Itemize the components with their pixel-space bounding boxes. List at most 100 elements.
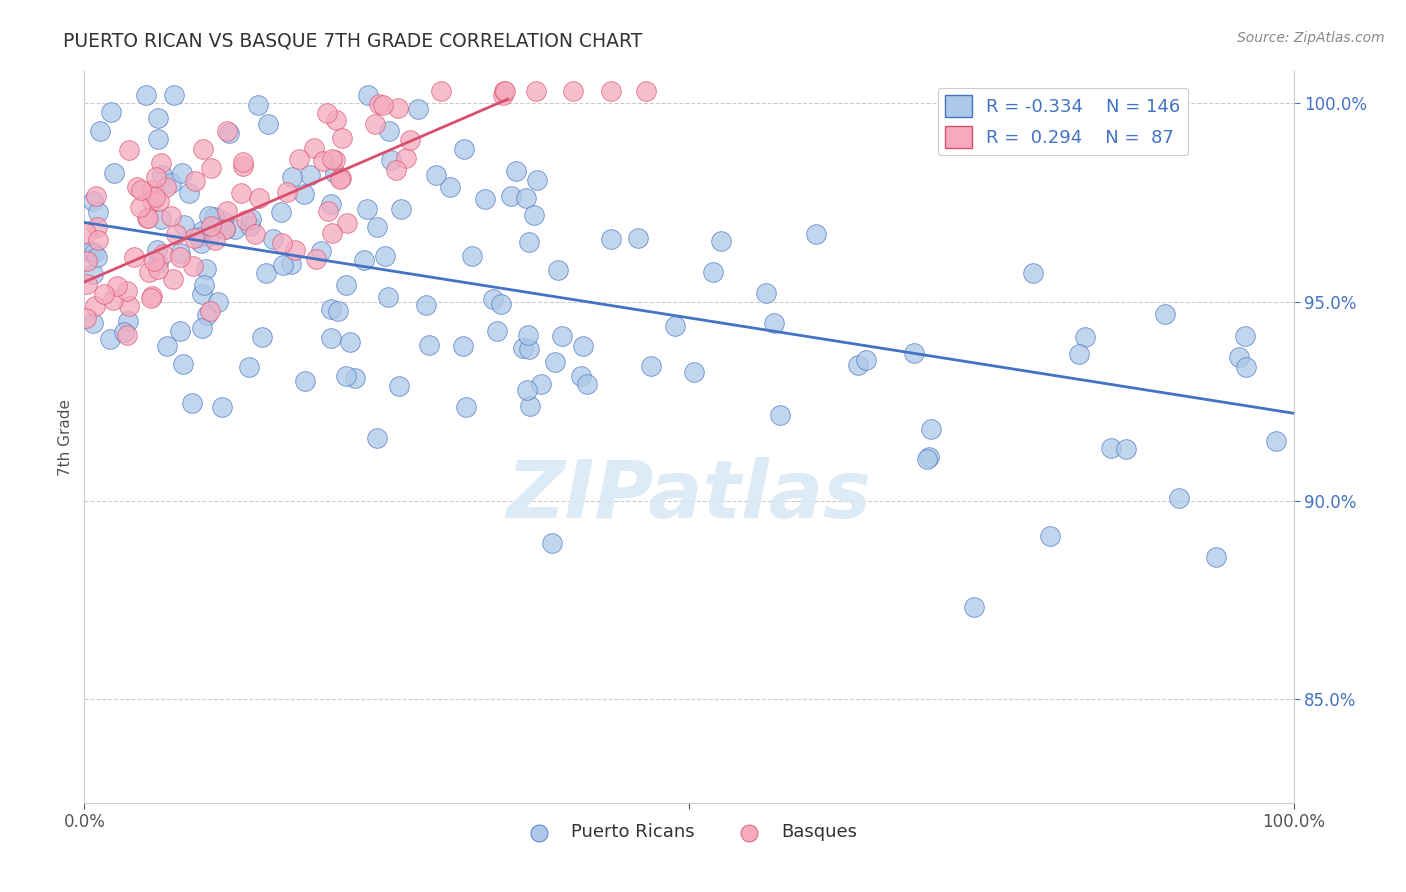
Point xyxy=(191,286,214,301)
Point xyxy=(141,194,163,208)
Point xyxy=(200,161,222,175)
Point xyxy=(377,290,399,304)
Point xyxy=(1265,434,1288,448)
Point xyxy=(283,243,305,257)
Point xyxy=(187,230,209,244)
Point xyxy=(129,184,152,198)
Point xyxy=(193,277,215,292)
Point xyxy=(254,266,277,280)
Point xyxy=(1205,549,1227,564)
Point xyxy=(368,96,391,111)
Point xyxy=(89,124,111,138)
Point xyxy=(387,101,409,115)
Point xyxy=(169,324,191,338)
Point xyxy=(335,277,357,292)
Point xyxy=(141,289,163,303)
Point xyxy=(312,153,335,168)
Point xyxy=(143,190,166,204)
Point xyxy=(204,233,226,247)
Text: ZIPatlas: ZIPatlas xyxy=(506,457,872,534)
Point xyxy=(239,219,262,234)
Point xyxy=(115,284,138,298)
Point xyxy=(494,84,516,98)
Point xyxy=(118,299,141,313)
Point xyxy=(329,170,352,185)
Point xyxy=(523,208,546,222)
Point xyxy=(321,152,343,166)
Point xyxy=(86,250,108,264)
Point xyxy=(215,123,238,137)
Point xyxy=(184,173,207,187)
Point xyxy=(250,330,273,344)
Point xyxy=(160,176,183,190)
Point xyxy=(105,279,128,293)
Point xyxy=(292,186,315,201)
Point xyxy=(454,401,477,415)
Point xyxy=(1067,347,1090,361)
Point xyxy=(917,451,939,466)
Point xyxy=(101,293,124,307)
Point xyxy=(519,235,541,249)
Point xyxy=(335,368,357,383)
Point xyxy=(329,171,352,186)
Point xyxy=(191,142,214,156)
Point xyxy=(451,339,474,353)
Point xyxy=(143,254,166,268)
Point xyxy=(1167,491,1189,506)
Point xyxy=(1234,328,1257,343)
Point xyxy=(519,400,541,414)
Point xyxy=(762,316,785,330)
Point xyxy=(281,169,304,184)
Point xyxy=(93,287,115,301)
Point xyxy=(83,299,105,313)
Text: Source: ZipAtlas.com: Source: ZipAtlas.com xyxy=(1237,31,1385,45)
Point xyxy=(683,366,706,380)
Point xyxy=(112,325,135,339)
Point xyxy=(180,396,202,410)
Point xyxy=(172,357,194,371)
Point xyxy=(524,84,547,98)
Point xyxy=(247,98,270,112)
Point xyxy=(235,213,257,227)
Point xyxy=(145,169,167,184)
Y-axis label: 7th Grade: 7th Grade xyxy=(58,399,73,475)
Point xyxy=(256,118,278,132)
Point xyxy=(247,191,270,205)
Point xyxy=(84,189,107,203)
Point xyxy=(212,214,235,228)
Point xyxy=(399,133,422,147)
Point xyxy=(155,179,177,194)
Point xyxy=(148,256,170,270)
Point xyxy=(319,331,342,345)
Point xyxy=(271,236,294,251)
Point xyxy=(373,97,395,112)
Point xyxy=(1234,359,1257,374)
Point xyxy=(903,346,925,360)
Point xyxy=(357,88,380,103)
Point xyxy=(75,226,97,240)
Point xyxy=(214,222,236,236)
Point xyxy=(517,328,540,343)
Point xyxy=(179,186,201,200)
Point xyxy=(100,332,122,346)
Point xyxy=(181,259,204,273)
Point xyxy=(169,250,191,264)
Point xyxy=(200,219,222,233)
Point xyxy=(229,186,252,200)
Point xyxy=(194,262,217,277)
Point xyxy=(239,212,262,227)
Point xyxy=(482,292,505,306)
Point xyxy=(848,358,870,372)
Point xyxy=(499,189,522,203)
Point xyxy=(162,272,184,286)
Point xyxy=(115,327,138,342)
Point xyxy=(298,168,321,182)
Point xyxy=(316,105,339,120)
Point xyxy=(146,243,169,257)
Point xyxy=(328,304,350,318)
Point xyxy=(165,227,187,242)
Point xyxy=(325,113,347,128)
Point xyxy=(198,304,221,318)
Point xyxy=(280,257,302,271)
Point xyxy=(243,227,266,241)
